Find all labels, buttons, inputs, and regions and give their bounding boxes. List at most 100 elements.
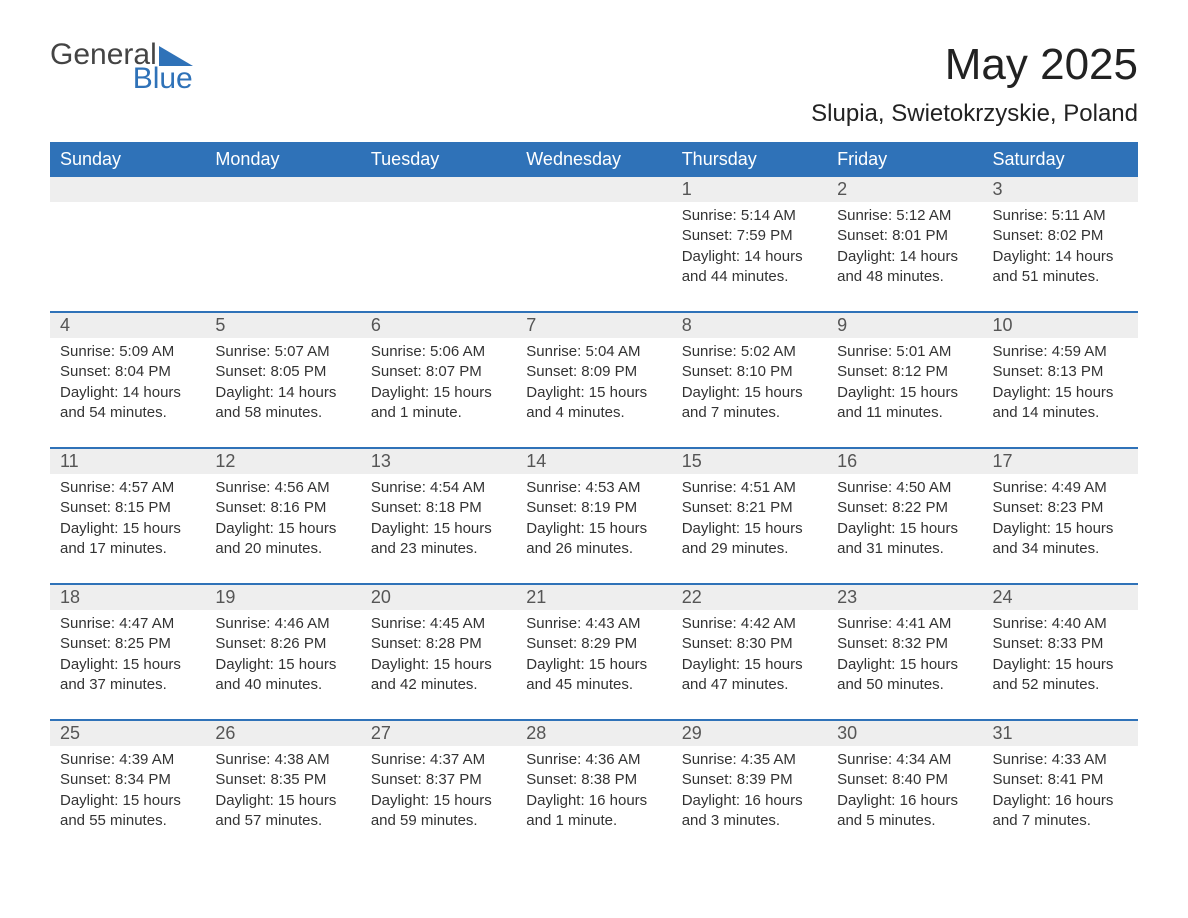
daylight-text: Daylight: 15 hours and 37 minutes. [60, 655, 195, 696]
sunset-text: Sunset: 8:38 PM [526, 770, 661, 790]
day-detail-cell: Sunrise: 5:12 AMSunset: 8:01 PMDaylight:… [827, 202, 982, 312]
sunrise-text: Sunrise: 4:45 AM [371, 614, 506, 634]
sunset-text: Sunset: 8:32 PM [837, 634, 972, 654]
daylight-text: Daylight: 15 hours and 17 minutes. [60, 519, 195, 560]
sunset-text: Sunset: 8:19 PM [526, 498, 661, 518]
day-number-cell: 6 [361, 313, 516, 338]
day-detail-cell: Sunrise: 4:33 AMSunset: 8:41 PMDaylight:… [983, 746, 1138, 855]
weekday-header: Friday [827, 142, 982, 177]
sunset-text: Sunset: 8:40 PM [837, 770, 972, 790]
day-number-cell: 11 [50, 449, 205, 474]
weekday-header: Saturday [983, 142, 1138, 177]
day-detail-row: Sunrise: 5:09 AMSunset: 8:04 PM Daylight:… [50, 338, 1138, 448]
day-number-cell: 26 [205, 721, 360, 746]
page-title: May 2025 [945, 40, 1138, 90]
day-detail-cell: Sunrise: 4:36 AMSunset: 8:38 PMDaylight:… [516, 746, 671, 855]
day-number-cell: 20 [361, 585, 516, 610]
sunrise-text: Sunrise: 4:34 AM [837, 750, 972, 770]
sunrise-text: Sunrise: 4:49 AM [993, 478, 1128, 498]
day-number-cell: 25 [50, 721, 205, 746]
sunrise-text: Sunrise: 4:43 AM [526, 614, 661, 634]
day-detail-cell: Sunrise: 4:40 AMSunset: 8:33 PMDaylight:… [983, 610, 1138, 720]
day-detail-cell: Sunrise: 4:50 AMSunset: 8:22 PMDaylight:… [827, 474, 982, 584]
daylight-text: Daylight: 16 hours and 1 minute. [526, 791, 661, 832]
day-detail-cell: Sunrise: 4:57 AMSunset: 8:15 PMDaylight:… [50, 474, 205, 584]
logo: General Blue [50, 40, 193, 94]
day-number-cell: 30 [827, 721, 982, 746]
calendar-table: SundayMondayTuesdayWednesdayThursdayFrid… [50, 142, 1138, 855]
sunset-text: Sunset: 8:04 PM [60, 362, 195, 382]
sunrise-text: Sunrise: 5:09 AM [60, 342, 195, 362]
day-detail-cell: Sunrise: 4:47 AMSunset: 8:25 PMDaylight:… [50, 610, 205, 720]
sunset-text: Sunset: 8:21 PM [682, 498, 817, 518]
day-number-cell: 14 [516, 449, 671, 474]
day-detail-cell: Sunrise: 5:11 AMSunset: 8:02 PMDaylight:… [983, 202, 1138, 312]
sunset-text: Sunset: 8:41 PM [993, 770, 1128, 790]
day-detail-row: Sunrise: 5:14 AMSunset: 7:59 PMDaylight:… [50, 202, 1138, 312]
sunset-text: Sunset: 8:16 PM [215, 498, 350, 518]
weekday-header: Sunday [50, 142, 205, 177]
sunset-text: Sunset: 8:02 PM [993, 226, 1128, 246]
sunrise-text: Sunrise: 4:37 AM [371, 750, 506, 770]
day-detail-cell: Sunrise: 5:04 AMSunset: 8:09 PMDaylight:… [516, 338, 671, 448]
day-number-cell: 18 [50, 585, 205, 610]
daylight-text: Daylight: 16 hours and 5 minutes. [837, 791, 972, 832]
day-detail-cell: Sunrise: 4:56 AMSunset: 8:16 PMDaylight:… [205, 474, 360, 584]
day-detail-cell [50, 202, 205, 312]
sunset-text: Sunset: 8:30 PM [682, 634, 817, 654]
sunrise-text: Sunrise: 5:01 AM [837, 342, 972, 362]
sunset-text: Sunset: 8:29 PM [526, 634, 661, 654]
daylight-text: Daylight: 15 hours and 40 minutes. [215, 655, 350, 696]
sunrise-text: Sunrise: 4:57 AM [60, 478, 195, 498]
sunrise-text: Sunrise: 5:06 AM [371, 342, 506, 362]
sunrise-text: Sunrise: 4:38 AM [215, 750, 350, 770]
weekday-header: Thursday [672, 142, 827, 177]
day-detail-row: Sunrise: 4:47 AMSunset: 8:25 PMDaylight:… [50, 610, 1138, 720]
daylight-text: Daylight: 15 hours and 26 minutes. [526, 519, 661, 560]
sunrise-text: Sunrise: 4:59 AM [993, 342, 1128, 362]
daylight-text: Daylight: 15 hours and 42 minutes. [371, 655, 506, 696]
header: General Blue May 2025 [50, 40, 1138, 94]
day-number-cell: 27 [361, 721, 516, 746]
sunrise-text: Sunrise: 5:07 AM [215, 342, 350, 362]
day-number-cell: 19 [205, 585, 360, 610]
sunset-text: Sunset: 8:34 PM [60, 770, 195, 790]
day-detail-cell: Sunrise: 5:02 AMSunset: 8:10 PMDaylight:… [672, 338, 827, 448]
weekday-header: Wednesday [516, 142, 671, 177]
sunrise-text: Sunrise: 4:42 AM [682, 614, 817, 634]
day-number-cell: 7 [516, 313, 671, 338]
calendar-header-row: SundayMondayTuesdayWednesdayThursdayFrid… [50, 142, 1138, 177]
weekday-header: Monday [205, 142, 360, 177]
sunrise-text: Sunrise: 4:51 AM [682, 478, 817, 498]
sunrise-text: Sunrise: 5:02 AM [682, 342, 817, 362]
sunrise-text: Sunrise: 5:12 AM [837, 206, 972, 226]
location-subtitle: Slupia, Swietokrzyskie, Poland [50, 100, 1138, 128]
day-detail-cell: Sunrise: 4:46 AMSunset: 8:26 PMDaylight:… [205, 610, 360, 720]
weekday-header: Tuesday [361, 142, 516, 177]
day-number-cell: 1 [672, 177, 827, 202]
sunrise-text: Sunrise: 4:50 AM [837, 478, 972, 498]
sunrise-text: Sunrise: 4:56 AM [215, 478, 350, 498]
daylight-text: Daylight: 15 hours and 47 minutes. [682, 655, 817, 696]
sunset-text: Sunset: 8:26 PM [215, 634, 350, 654]
day-detail-cell: Sunrise: 4:38 AMSunset: 8:35 PMDaylight:… [205, 746, 360, 855]
day-number-cell: 28 [516, 721, 671, 746]
day-detail-row: Sunrise: 4:57 AMSunset: 8:15 PMDaylight:… [50, 474, 1138, 584]
sunset-text: Sunset: 8:25 PM [60, 634, 195, 654]
day-detail-cell: Sunrise: 4:37 AMSunset: 8:37 PMDaylight:… [361, 746, 516, 855]
sunrise-text: Sunrise: 4:46 AM [215, 614, 350, 634]
sunset-text: Sunset: 8:37 PM [371, 770, 506, 790]
daylight-text: Daylight: 15 hours and 57 minutes. [215, 791, 350, 832]
day-number-cell: 15 [672, 449, 827, 474]
day-detail-cell: Sunrise: 5:14 AMSunset: 7:59 PMDaylight:… [672, 202, 827, 312]
day-number-cell: 21 [516, 585, 671, 610]
logo-text-blue: Blue [133, 64, 193, 94]
daylight-text: Daylight: 15 hours and 31 minutes. [837, 519, 972, 560]
day-detail-cell: Sunrise: 4:43 AMSunset: 8:29 PMDaylight:… [516, 610, 671, 720]
day-detail-cell: Sunrise: 4:49 AMSunset: 8:23 PMDaylight:… [983, 474, 1138, 584]
sunset-text: Sunset: 8:23 PM [993, 498, 1128, 518]
day-detail-cell: Sunrise: 4:53 AMSunset: 8:19 PMDaylight:… [516, 474, 671, 584]
daylight-text: Daylight: 15 hours and 7 minutes. [682, 383, 817, 424]
daylight-text: Daylight: 16 hours and 3 minutes. [682, 791, 817, 832]
sunset-text: Sunset: 8:39 PM [682, 770, 817, 790]
